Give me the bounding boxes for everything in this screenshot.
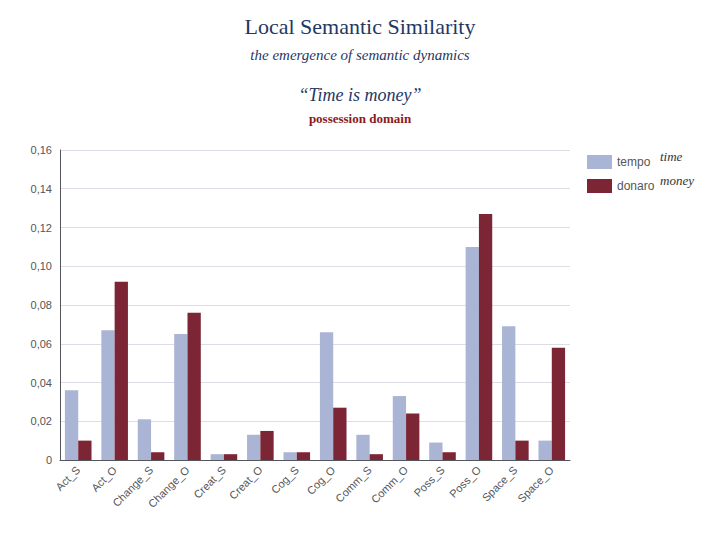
svg-text:Change_S: Change_S xyxy=(110,463,156,509)
svg-text:time: time xyxy=(660,149,683,164)
svg-text:Cog_S: Cog_S xyxy=(269,464,301,496)
svg-text:Local Semantic Similarity: Local Semantic Similarity xyxy=(245,14,476,39)
svg-text:Comm_S: Comm_S xyxy=(333,464,374,505)
svg-text:possession domain: possession domain xyxy=(309,111,412,126)
svg-text:0: 0 xyxy=(46,454,52,466)
svg-text:Comm_O: Comm_O xyxy=(369,463,411,505)
svg-text:Creat_O: Creat_O xyxy=(227,463,265,501)
svg-text:the emergence of semantic dyna: the emergence of semantic dynamics xyxy=(250,47,470,63)
svg-text:Change_O: Change_O xyxy=(146,463,192,509)
svg-text:0,12: 0,12 xyxy=(31,222,52,234)
svg-text:“Time is money”: “Time is money” xyxy=(298,85,421,105)
svg-text:Space_S: Space_S xyxy=(480,464,520,504)
svg-text:Act_S: Act_S xyxy=(53,464,82,493)
svg-text:0,04: 0,04 xyxy=(31,377,52,389)
svg-text:0,14: 0,14 xyxy=(31,183,52,195)
svg-text:tempo: tempo xyxy=(617,155,651,169)
svg-text:Space_O: Space_O xyxy=(515,463,556,504)
svg-text:Poss_O: Poss_O xyxy=(447,463,483,499)
svg-text:Creat_S: Creat_S xyxy=(191,464,228,501)
svg-text:0,10: 0,10 xyxy=(31,260,52,272)
svg-text:0,06: 0,06 xyxy=(31,338,52,350)
svg-text:0,02: 0,02 xyxy=(31,415,52,427)
svg-text:Act_O: Act_O xyxy=(89,463,119,493)
svg-text:Cog_O: Cog_O xyxy=(304,463,337,496)
svg-text:Poss_S: Poss_S xyxy=(411,464,446,499)
svg-text:0,08: 0,08 xyxy=(31,299,52,311)
svg-text:0,16: 0,16 xyxy=(31,144,52,156)
svg-text:money: money xyxy=(660,173,694,188)
svg-text:donaro: donaro xyxy=(617,179,655,193)
